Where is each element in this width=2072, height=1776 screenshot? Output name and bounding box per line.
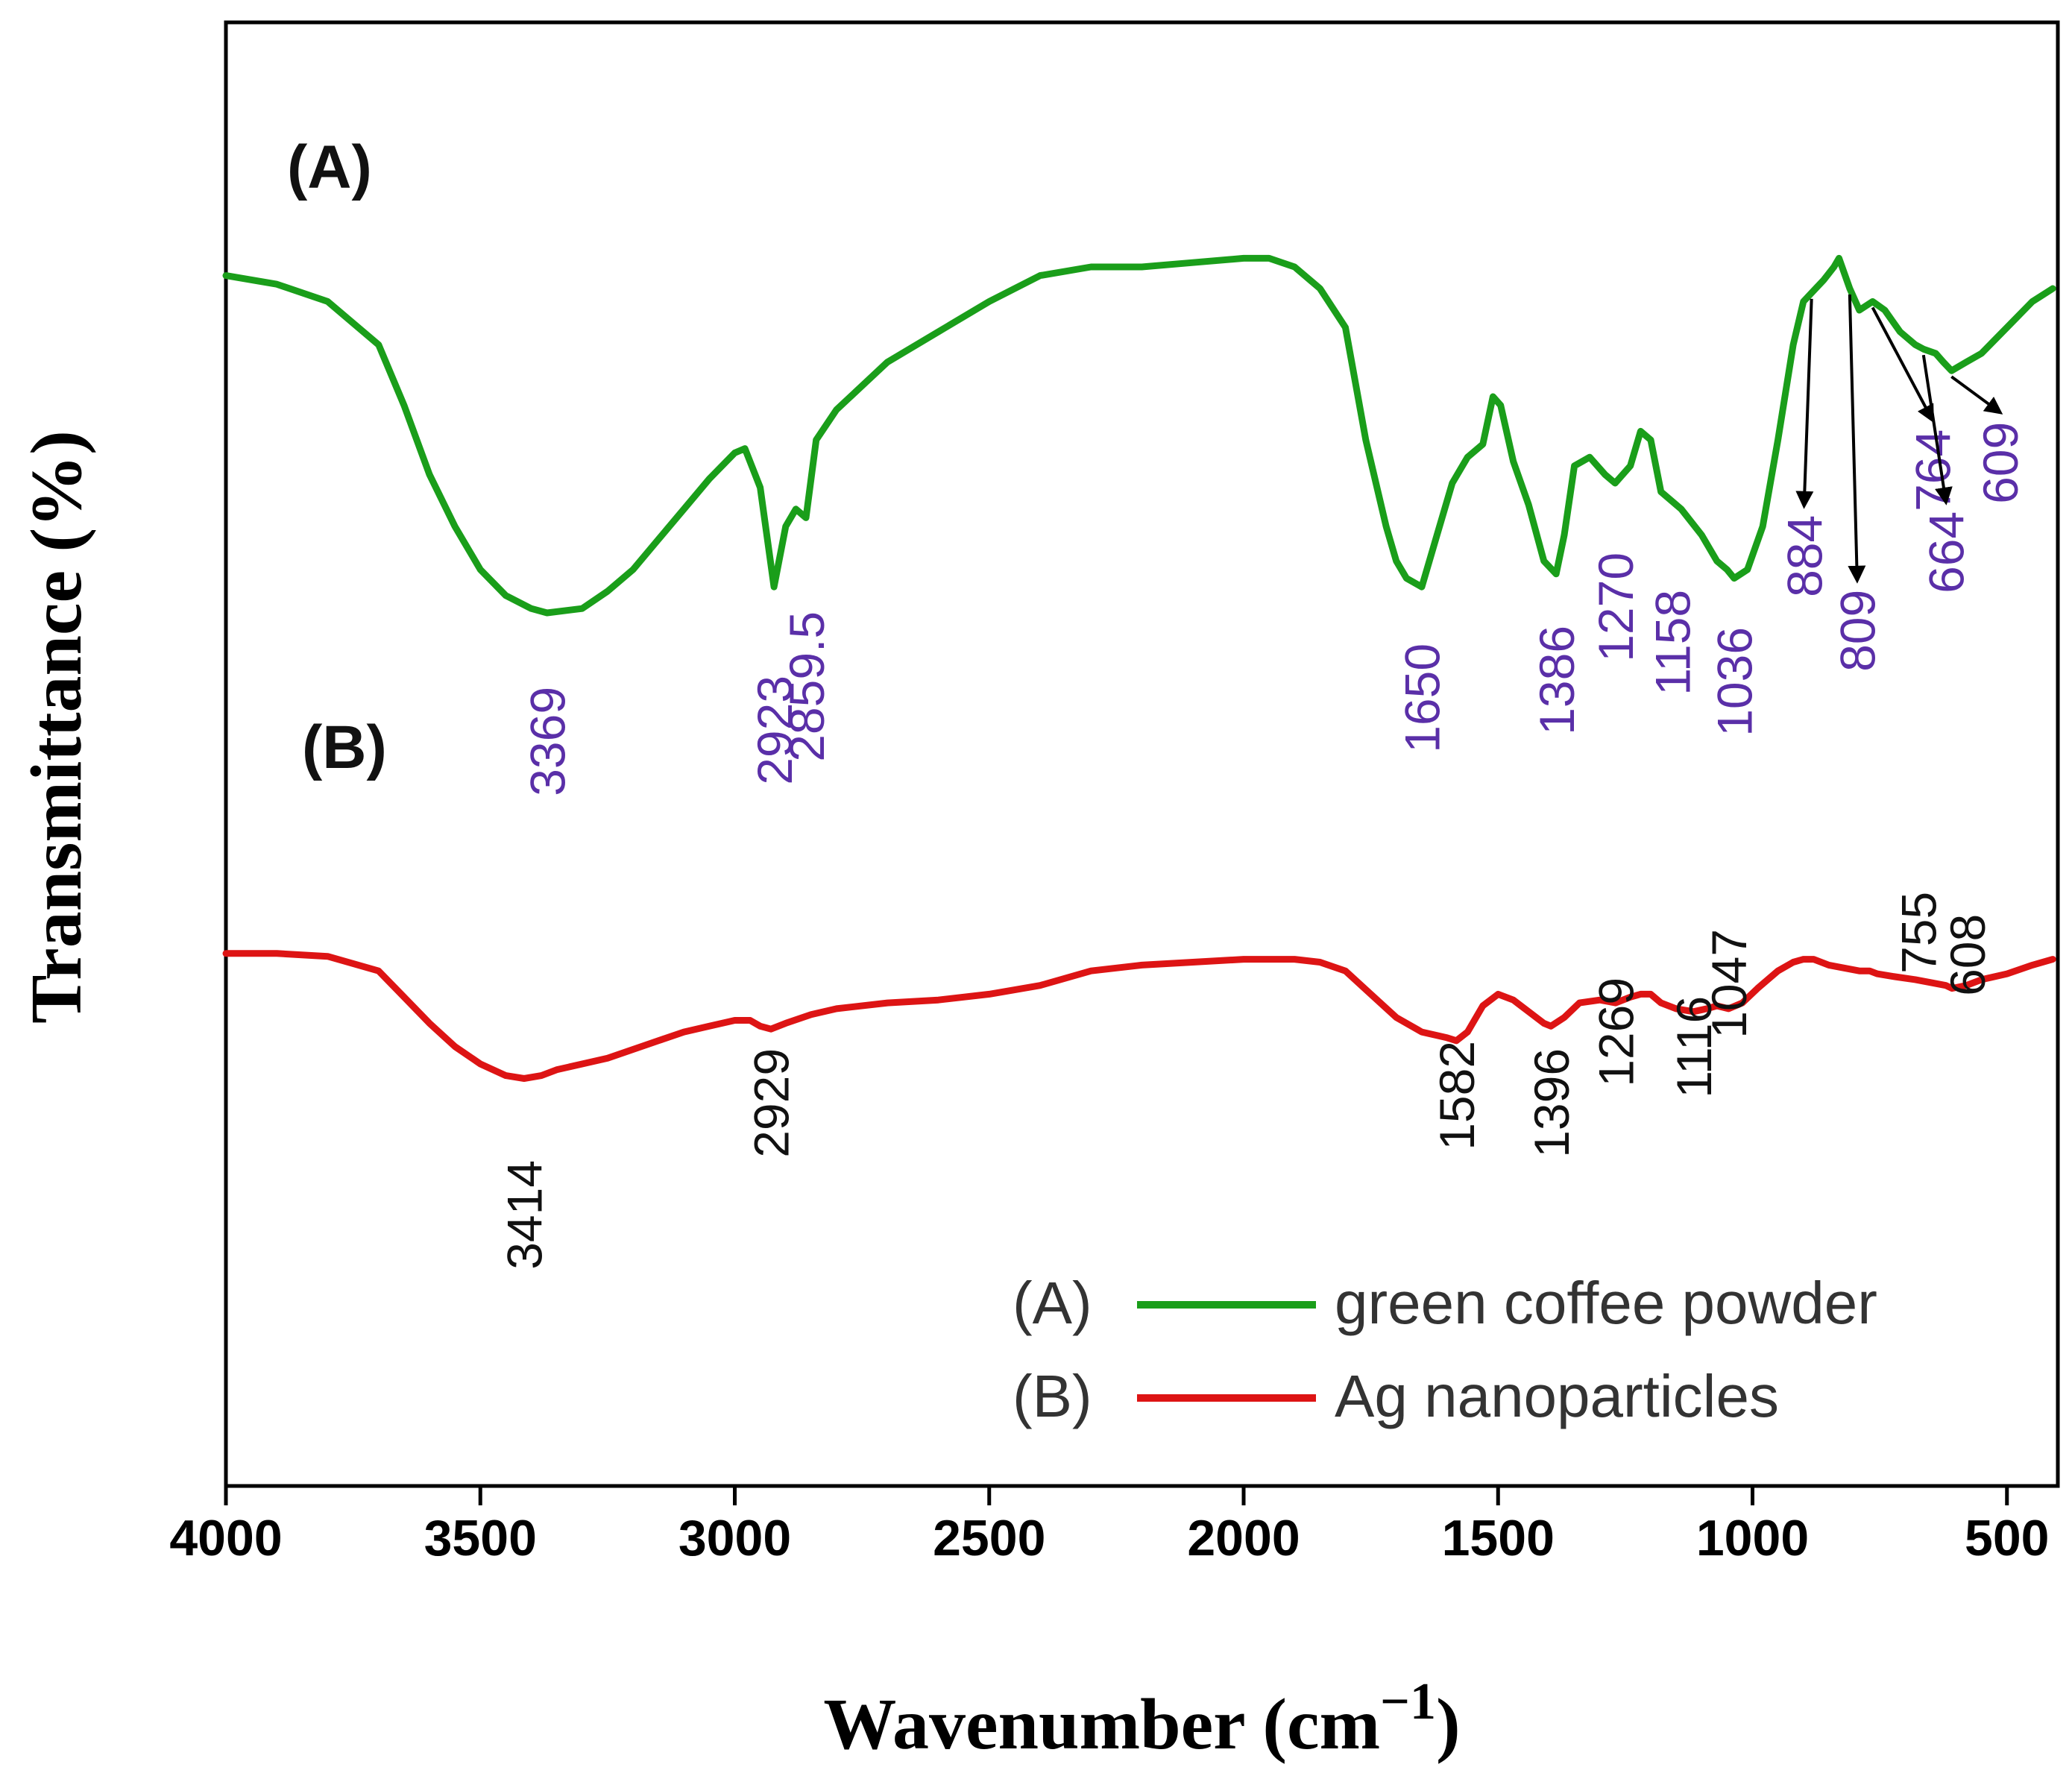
peak-label-b: 1047 [1701,929,1757,1039]
x-tick-label: 1500 [1442,1510,1555,1566]
x-tick-label: 2500 [933,1510,1045,1566]
x-tick-label: 3500 [424,1510,537,1566]
peak-label-a: 764 [1905,429,1960,511]
peak-label-b: 1582 [1429,1041,1484,1150]
x-axis-title: Wavenumber (cm−1) [823,1673,1460,1765]
plot-frame [224,20,2060,1488]
peak-label-a: 1650 [1395,643,1450,753]
peak-arrow [1848,294,1866,584]
peak-label-b: 755 [1892,892,1947,974]
legend-prefix-a: (A) [1013,1270,1092,1336]
peak-label-b: 2929 [744,1048,799,1158]
x-tick-label: 1000 [1696,1510,1809,1566]
peak-label-a: 3369 [520,687,575,796]
plot-layer: 4000 3500 3000 2500 2000 1500 1000 500 Wavenumbe… [16,20,2060,1765]
peak-label-a: 664 [1919,511,1974,593]
peak-label-a: 2859.5 [779,611,834,762]
legend-label-b: Ag nanoparticles [1335,1363,1779,1429]
x-tick-label: 2000 [1187,1510,1300,1566]
series-line-a [222,254,2056,617]
panel-label-b: (B) [302,714,387,781]
peak-label-b: 1396 [1524,1048,1579,1158]
peak-arrow [1950,375,2003,415]
peak-arrow [1795,298,1814,509]
peak-label-a: 1270 [1588,552,1643,662]
peak-label-b: 608 [1940,914,1995,996]
peak-label-a: 2923 [747,676,802,785]
x-axis-title-close: ) [1436,1684,1461,1765]
peak-label-a: 609 [1973,422,2028,504]
peak-label-b: 3414 [497,1160,552,1270]
legend-prefix-b: (B) [1013,1363,1092,1429]
x-tick-label: 4000 [169,1510,282,1566]
peak-label-b: 1116 [1666,996,1722,1098]
peak-label-a: 1036 [1707,627,1763,737]
series-line-b [222,950,2056,1082]
panel-label-a: (A) [287,133,372,201]
x-tick-label: 3000 [678,1510,791,1566]
peak-label-b: 1269 [1589,977,1644,1087]
x-axis-title-exponent: −1 [1380,1673,1436,1731]
peak-arrow [1921,354,1953,506]
x-tick-label: 500 [1965,1510,2049,1566]
peak-label-a: 809 [1830,590,1886,672]
peak-arrow [1871,306,1934,423]
y-axis-title: Transmittance (%) [16,430,97,1024]
peak-label-a: 884 [1777,515,1832,597]
peak-label-a: 1386 [1529,626,1584,735]
legend-label-a: green coffee powder [1335,1270,1877,1336]
peak-label-a: 1158 [1645,590,1700,696]
